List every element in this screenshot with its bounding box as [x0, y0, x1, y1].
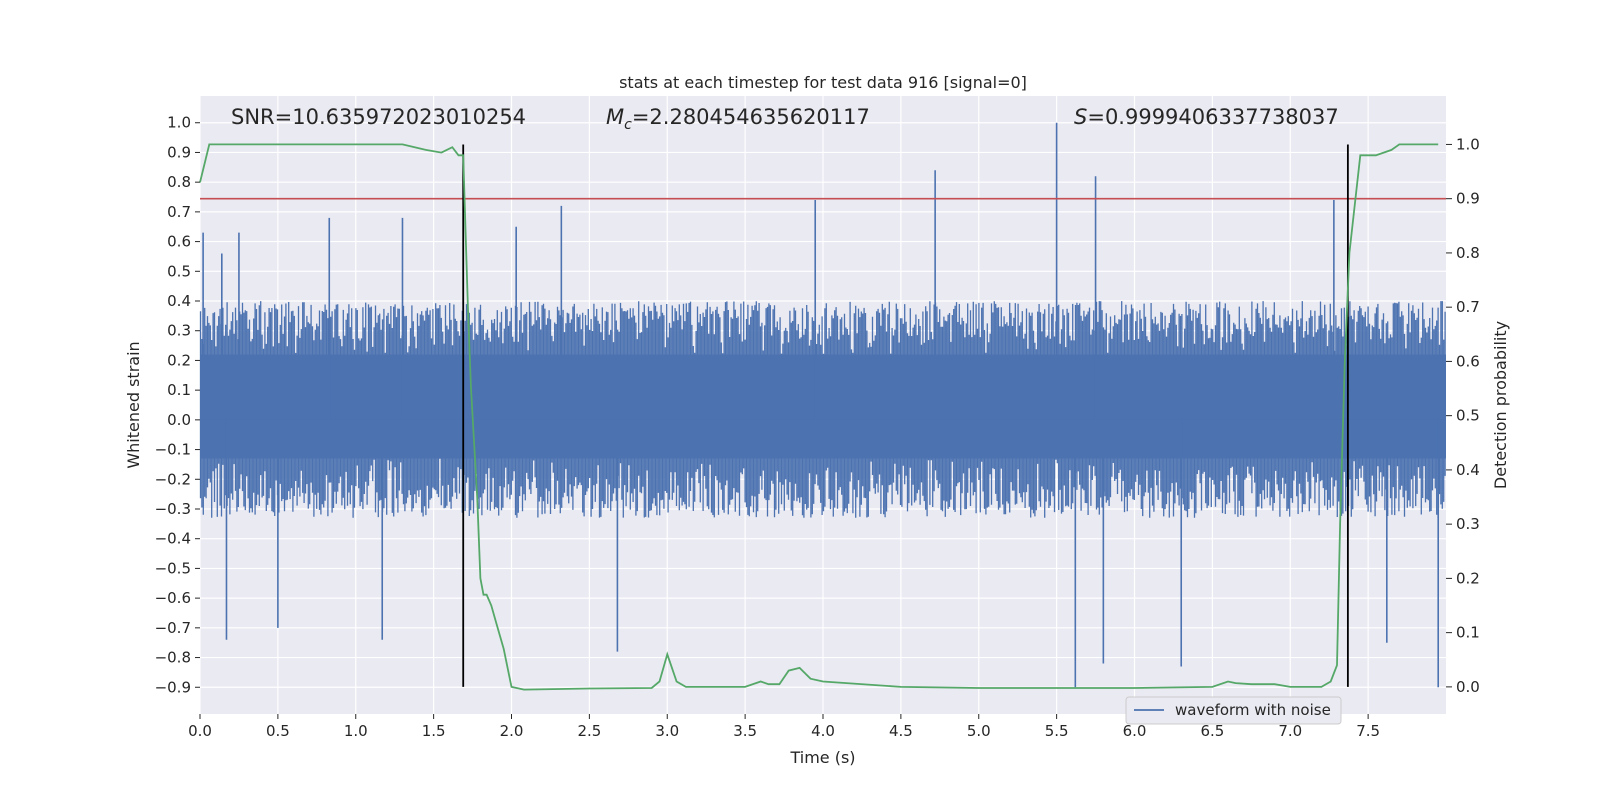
y-left-tick-label: 0.2 — [167, 351, 191, 369]
y-right-tick-label: 0.2 — [1456, 569, 1480, 587]
chirp-mass-symbol: M — [606, 105, 624, 129]
y-left-tick-label: −0.2 — [155, 470, 191, 488]
snr-annotation: SNR=10.635972023010254 — [231, 105, 526, 129]
y-right-tick-label: 0.3 — [1456, 515, 1480, 533]
y-left-tick-label: 0.5 — [167, 262, 191, 280]
y-left-tick-label: 0.4 — [167, 292, 191, 310]
x-tick-label: 4.0 — [811, 722, 835, 740]
y-right-tick-label: 0.8 — [1456, 244, 1480, 262]
y-right-tick-label: 0.0 — [1456, 678, 1480, 696]
waveform-series — [199, 122, 1446, 688]
y-left-tick-label: −0.3 — [155, 500, 191, 518]
chart-title: stats at each timestep for test data 916… — [619, 73, 1027, 92]
y-left-tick-label: 0.6 — [167, 233, 191, 251]
x-tick-label: 7.5 — [1356, 722, 1380, 740]
y-left-tick-label: −0.6 — [155, 589, 191, 607]
y-left-tick-label: −0.1 — [155, 441, 191, 459]
s-annotation: S=0.9999406337738037 — [1074, 105, 1339, 129]
y-left-tick-label: −0.8 — [155, 649, 191, 667]
y-right-tick-label: 0.5 — [1456, 407, 1480, 425]
x-tick-label: 2.0 — [500, 722, 524, 740]
chirp-mass-annotation: Mc=2.280454635620117 — [606, 105, 870, 133]
y-right-tick-label: 0.4 — [1456, 461, 1480, 479]
axis-ticks: 0.0 0.5 1.0 1.5 2.0 2.5 3.0 3.5 4.0 4.5 5.0 5.5 6.0 6… — [155, 114, 1480, 740]
x-tick-label: 0.5 — [266, 722, 290, 740]
waveform-lower-envelope — [199, 419, 1446, 518]
x-tick-label: 5.5 — [1045, 722, 1069, 740]
x-tick-label: 1.0 — [344, 722, 368, 740]
waveform-upper-envelope — [199, 301, 1446, 420]
y-right-tick-label: 0.9 — [1456, 190, 1480, 208]
y-axis-label-left: Whitened strain — [124, 341, 143, 468]
x-tick-label: 2.5 — [577, 722, 601, 740]
x-tick-label: 3.5 — [733, 722, 757, 740]
y-left-tick-label: 1.0 — [167, 114, 191, 132]
s-value: =0.9999406337738037 — [1087, 105, 1338, 129]
y-right-tick-label: 0.7 — [1456, 298, 1480, 316]
x-tick-label: 6.5 — [1200, 722, 1224, 740]
y-left-tick-label: −0.7 — [155, 619, 191, 637]
y-axis-label-right: Detection probability — [1491, 321, 1510, 489]
y-left-tick-label: −0.5 — [155, 559, 191, 577]
y-right-tick-label: 0.1 — [1456, 624, 1480, 642]
y-right-tick-label: 1.0 — [1456, 135, 1480, 153]
y-left-tick-label: 0.1 — [167, 381, 191, 399]
y-left-tick-label: −0.4 — [155, 530, 191, 548]
x-tick-label: 4.5 — [889, 722, 913, 740]
y-left-tick-label: 0.3 — [167, 322, 191, 340]
x-tick-label: 0.0 — [188, 722, 212, 740]
x-tick-label: 1.5 — [422, 722, 446, 740]
y-left-tick-label: 0.8 — [167, 173, 191, 191]
y-left-tick-label: 0.9 — [167, 143, 191, 161]
x-tick-label: 7.0 — [1278, 722, 1302, 740]
x-tick-label: 5.0 — [967, 722, 991, 740]
x-tick-label: 3.0 — [655, 722, 679, 740]
y-left-tick-label: −0.9 — [155, 678, 191, 696]
legend-box — [1125, 696, 1342, 725]
legend-label: waveform with noise — [1175, 701, 1331, 719]
legend: waveform with noise — [1125, 696, 1342, 725]
y-left-tick-label: 0.0 — [167, 411, 191, 429]
y-left-tick-label: 0.7 — [167, 203, 191, 221]
chirp-mass-value: =2.280454635620117 — [632, 105, 870, 129]
s-symbol: S — [1074, 105, 1087, 129]
chirp-mass-subscript: c — [624, 117, 632, 133]
y-right-tick-label: 0.6 — [1456, 352, 1480, 370]
detection-probability-line — [199, 143, 1439, 691]
x-tick-label: 6.0 — [1123, 722, 1147, 740]
x-axis-label: Time (s) — [789, 748, 855, 767]
overlays — [199, 143, 1446, 691]
